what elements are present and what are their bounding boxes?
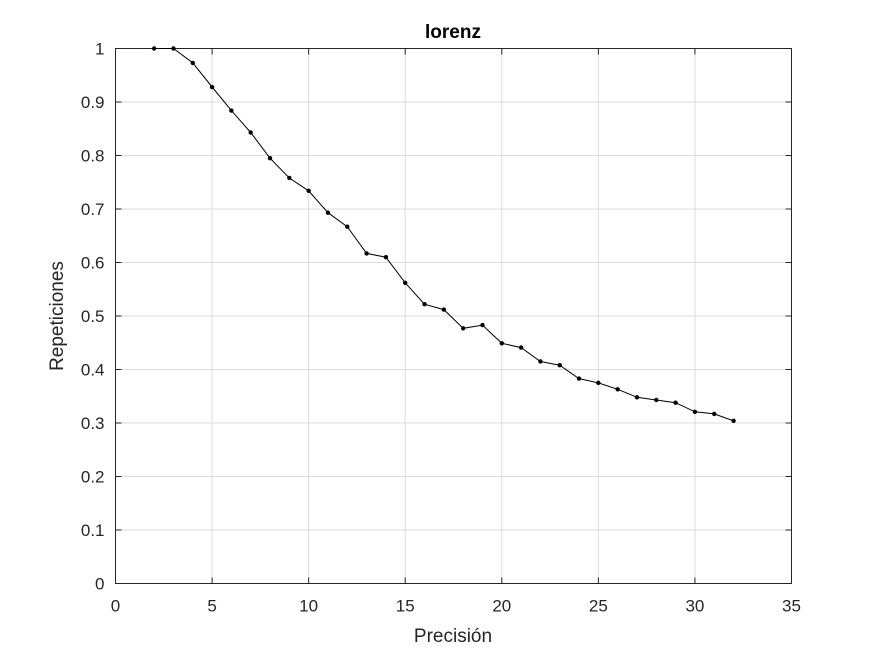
y-tick-label: 0.3 bbox=[81, 414, 105, 433]
data-point bbox=[190, 60, 195, 66]
data-point bbox=[538, 359, 543, 364]
data-point bbox=[151, 46, 157, 51]
data-point bbox=[171, 46, 176, 51]
y-axis-label: Repeticiones bbox=[47, 261, 68, 371]
x-tick-label: 30 bbox=[685, 597, 704, 616]
data-point bbox=[673, 400, 678, 405]
data-point bbox=[229, 108, 234, 113]
data-point bbox=[654, 397, 659, 403]
data-point bbox=[731, 418, 736, 424]
y-tick-label: 0.7 bbox=[81, 200, 105, 219]
axis-ticks: 0 5 10 15 20 25 30 35 0 0.1 0.2 0.3 0.4 0.5 0.6 0.7 0.8 0… bbox=[81, 40, 801, 616]
x-tick-label: 20 bbox=[492, 597, 511, 616]
data-point bbox=[422, 302, 427, 307]
y-tick-label: 0.8 bbox=[81, 147, 105, 166]
data-point bbox=[248, 130, 253, 135]
x-axis-label: Precisión bbox=[414, 626, 492, 647]
y-tick-label: 0 bbox=[95, 575, 104, 594]
x-tick-label: 5 bbox=[207, 597, 216, 616]
y-tick-label: 0.4 bbox=[81, 361, 105, 380]
data-point bbox=[615, 387, 620, 392]
x-tick-label: 15 bbox=[396, 597, 415, 616]
data-point bbox=[634, 395, 640, 400]
data-point bbox=[460, 326, 466, 331]
data-point bbox=[306, 188, 311, 194]
data-point bbox=[576, 376, 582, 381]
data-point bbox=[383, 254, 389, 260]
data-point bbox=[403, 280, 408, 286]
data-point bbox=[287, 175, 292, 181]
data-point bbox=[596, 380, 601, 386]
data-point bbox=[345, 224, 350, 229]
y-tick-label: 0.2 bbox=[81, 468, 105, 487]
x-tick-label: 0 bbox=[111, 597, 120, 616]
data-point bbox=[692, 409, 698, 414]
data-point bbox=[209, 84, 215, 90]
data-point bbox=[518, 345, 524, 350]
y-tick-label: 1 bbox=[95, 40, 104, 59]
data-point bbox=[557, 363, 562, 368]
y-tick-label: 0.6 bbox=[81, 254, 105, 273]
chart-title: lorenz bbox=[425, 22, 481, 43]
x-tick-label: 10 bbox=[299, 597, 318, 616]
series-group bbox=[151, 46, 736, 424]
data-point bbox=[712, 411, 717, 417]
grid bbox=[115, 48, 792, 584]
data-point bbox=[499, 341, 504, 346]
y-tick-label: 0.1 bbox=[81, 521, 105, 540]
x-tick-label: 25 bbox=[589, 597, 608, 616]
data-point bbox=[441, 307, 447, 312]
data-point bbox=[480, 322, 485, 328]
data-point bbox=[267, 155, 273, 161]
series-line bbox=[154, 48, 734, 422]
y-tick-label: 0.5 bbox=[81, 307, 105, 326]
y-tick-label: 0.9 bbox=[81, 93, 105, 112]
data-point bbox=[325, 210, 331, 215]
data-point bbox=[364, 251, 369, 256]
x-tick-label: 35 bbox=[782, 597, 801, 616]
